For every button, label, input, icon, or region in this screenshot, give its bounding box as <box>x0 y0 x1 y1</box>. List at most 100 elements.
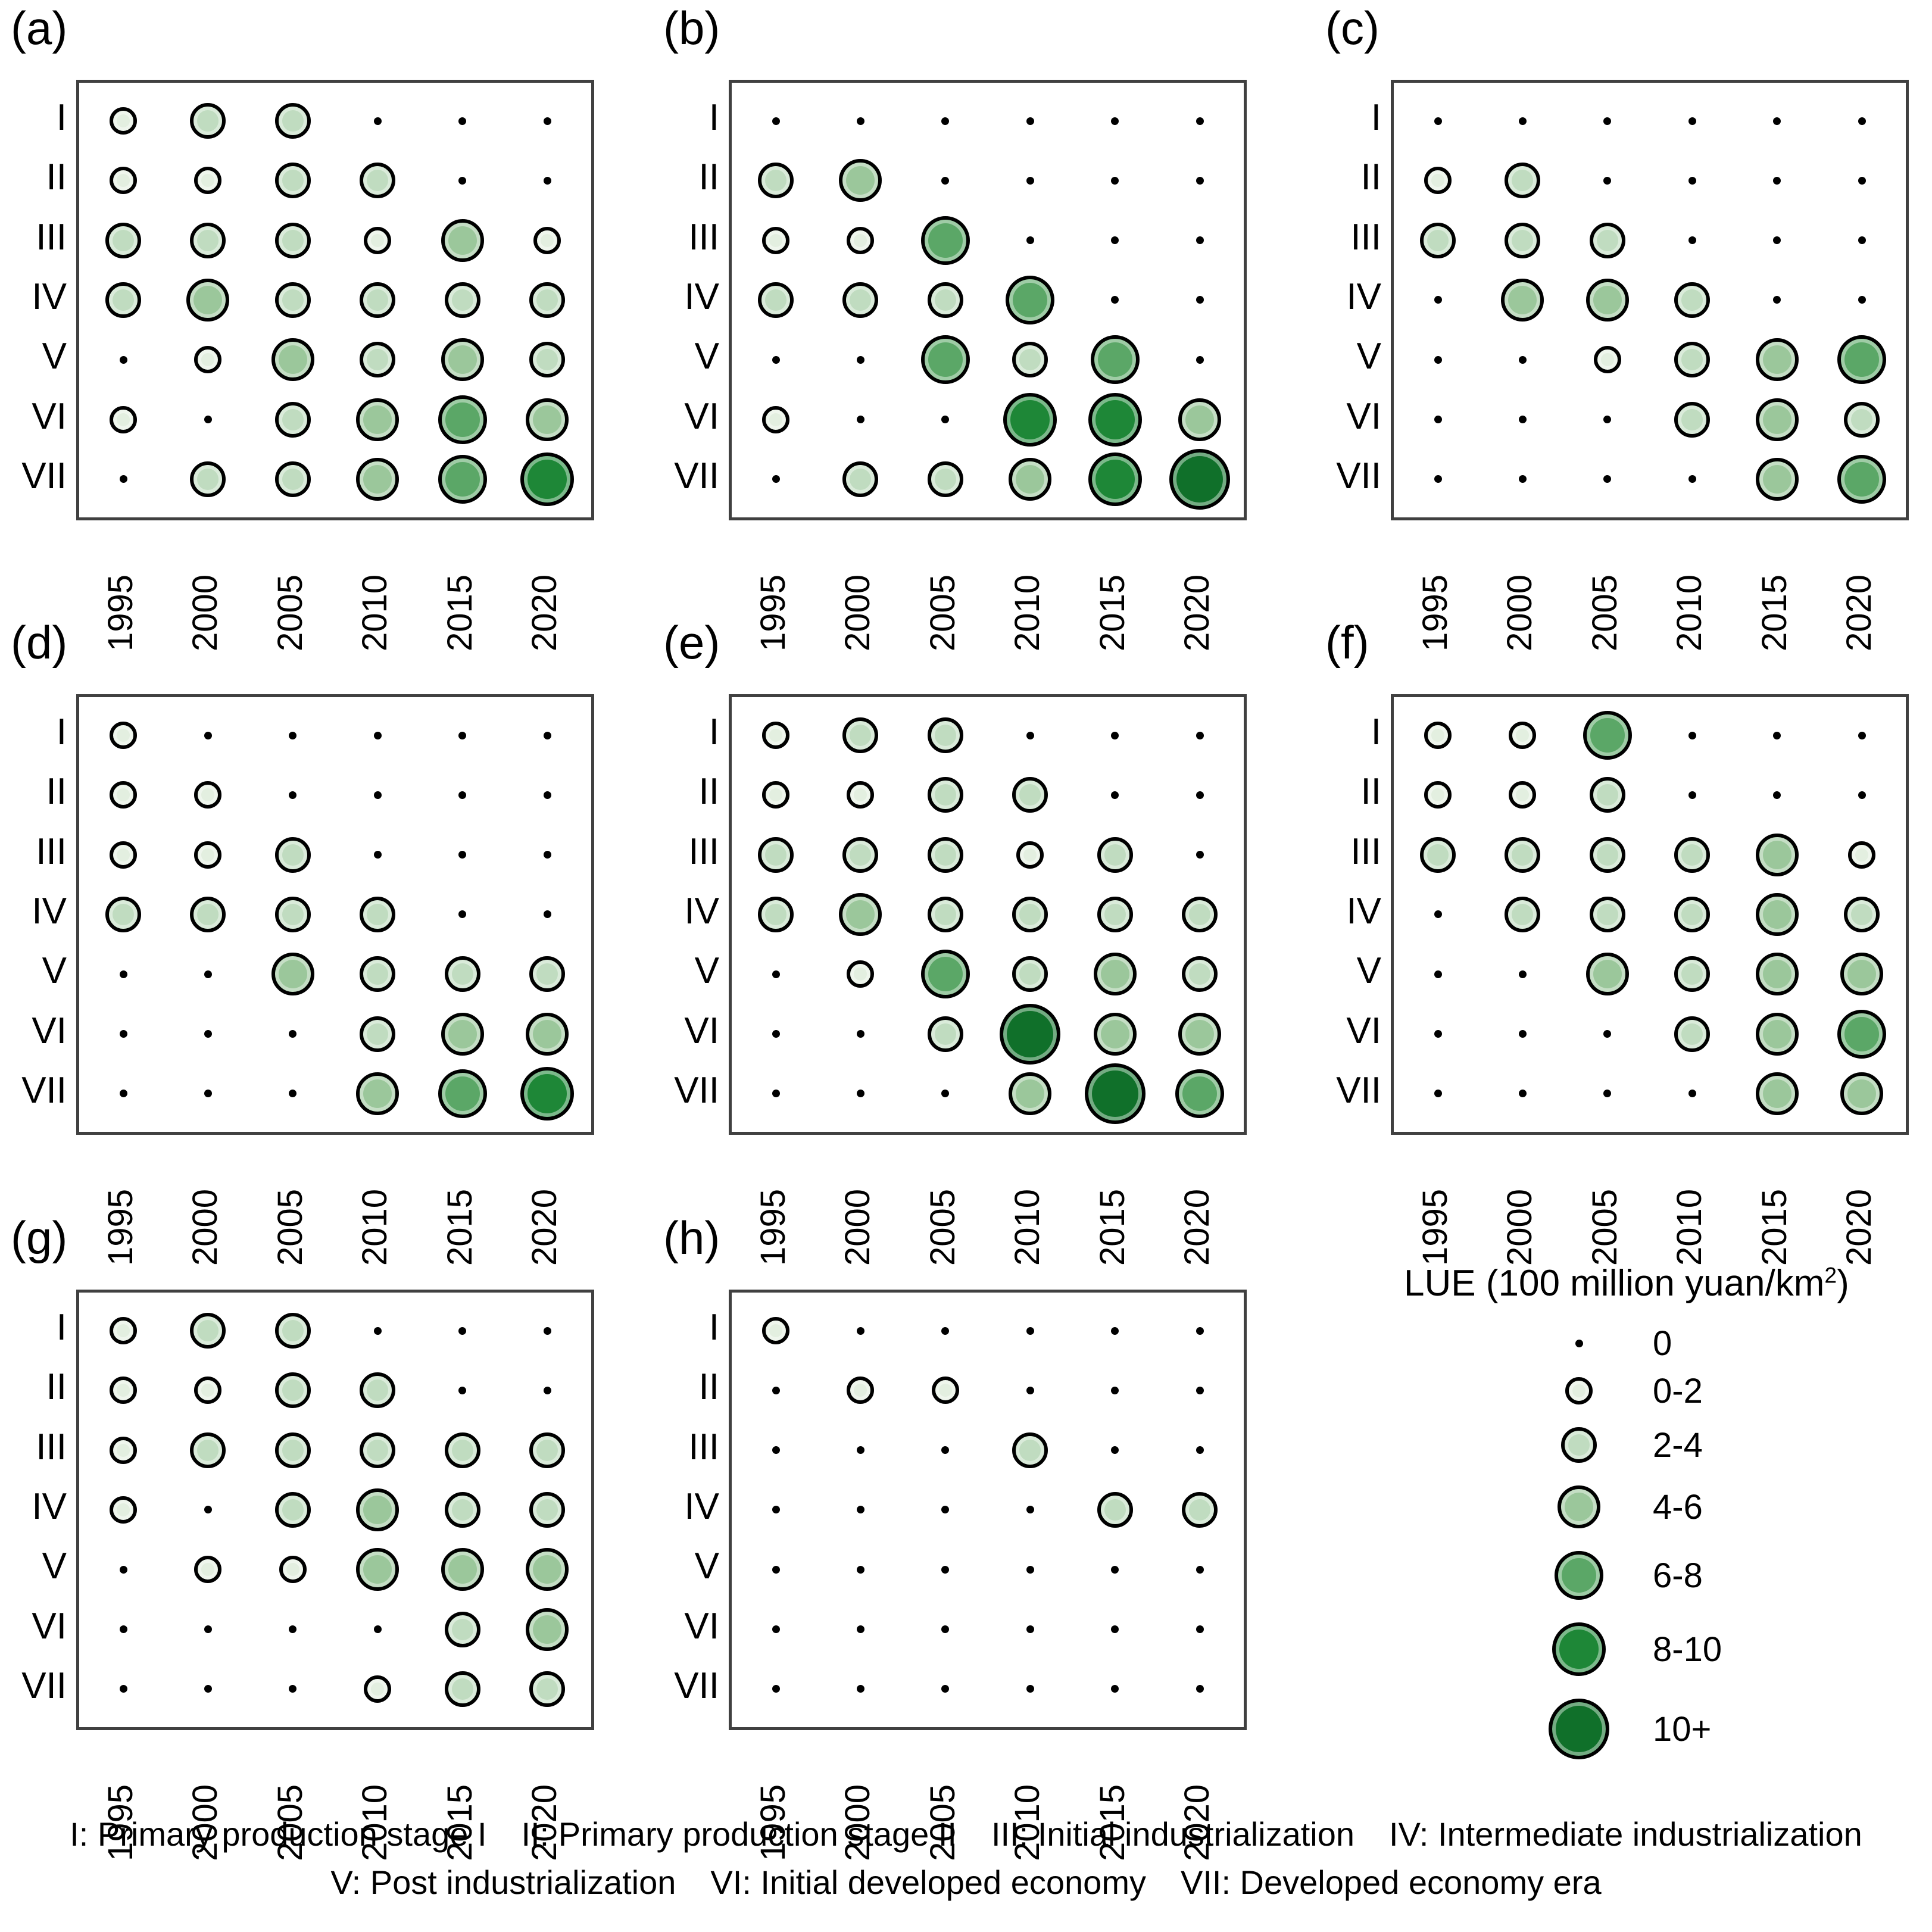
bubble-II-2000 <box>847 1377 875 1404</box>
bubble-III-2010 <box>373 851 382 859</box>
bubble-VI-2010 <box>1674 1016 1711 1052</box>
bubble-IV-2005 <box>927 896 963 932</box>
bubble-VI-2020 <box>526 1608 569 1651</box>
bubble-III-2020 <box>1858 236 1866 245</box>
bubble-III-1995 <box>762 226 789 254</box>
panel-letter-h: (h) <box>663 1212 720 1264</box>
bubble-II-2015 <box>1111 1386 1119 1394</box>
bubble-I-2020 <box>543 731 551 739</box>
bubble-I-2005 <box>274 103 311 139</box>
bubble-IV-2020 <box>529 1491 565 1528</box>
bubble-I-2015 <box>1111 731 1119 739</box>
bubble-III-2000 <box>190 1432 226 1468</box>
bubble-II-2020 <box>1196 1386 1204 1394</box>
bubble-IV-2020 <box>1858 296 1866 304</box>
bubble-III-2000 <box>842 837 879 873</box>
bubble-I-1995 <box>762 722 789 749</box>
bubble-V-2020 <box>526 1548 569 1591</box>
bubble-III-1995 <box>1420 222 1456 258</box>
legend-row: 8-10 <box>1540 1615 1722 1683</box>
bubble-VII-2020 <box>1840 1072 1883 1115</box>
panel-e: (e) I II III IV V VI VII 1995 2000 2005 2010 2015 20… <box>657 617 1300 1266</box>
bubble-II-2005 <box>931 1377 959 1404</box>
bubble-I-2015 <box>458 117 467 125</box>
bubble-V-2000 <box>194 1556 222 1584</box>
bubble-V-2005 <box>271 338 314 382</box>
legend-row: 0-2 <box>1540 1370 1703 1412</box>
bubble-V-2005 <box>271 953 314 996</box>
stage-definition: II: Primary production stage II <box>521 1815 957 1853</box>
legend-row: 10+ <box>1540 1691 1711 1766</box>
bubble-VII-2000 <box>1518 1090 1527 1098</box>
row-label: II <box>698 771 719 813</box>
legend-circle-box <box>1540 1485 1618 1528</box>
bubble-IV-2005 <box>1585 278 1629 322</box>
bubble-IV-1995 <box>758 282 794 318</box>
panel-letter-d: (d) <box>11 616 68 669</box>
year-tick-label: 1995 <box>1416 1188 1455 1266</box>
bubble-III-2005 <box>927 837 963 873</box>
bubble-V-2010 <box>1012 342 1048 378</box>
legend-circle-box <box>1540 1699 1618 1759</box>
bubble-IV-2015 <box>1755 892 1799 936</box>
bubble-II-2010 <box>1012 777 1048 813</box>
bubble-V-2015 <box>441 1548 484 1591</box>
bubble-II-2005 <box>274 1372 311 1409</box>
panel-a: (a) I II III IV V VI VII 1995 2000 2005 2010 2015 20… <box>5 2 648 651</box>
bubble-II-1995 <box>110 781 137 809</box>
row-label: III <box>688 1426 719 1468</box>
panel-b: (b) I II III IV V VI VII 1995 2000 2005 2010 2015 20… <box>657 2 1300 651</box>
bubble-V-1995 <box>119 355 127 364</box>
bubble-VI-2010 <box>1674 401 1711 438</box>
bubble-II-2020 <box>1196 176 1204 185</box>
bubble-V-1995 <box>119 970 127 978</box>
bubble-VI-2020 <box>526 1012 569 1056</box>
bubble-VII-1995 <box>772 1090 780 1098</box>
bubble-II-2020 <box>543 176 551 185</box>
bubble-VI-1995 <box>772 1030 780 1038</box>
row-label: VI <box>1346 395 1381 437</box>
legend-bubble-0 <box>1575 1339 1583 1347</box>
row-label: III <box>688 216 719 258</box>
row-label: II <box>46 157 67 198</box>
bubble-V-2015 <box>1090 335 1140 385</box>
bubble-I-2000 <box>856 1327 864 1335</box>
bubble-III-1995 <box>758 837 794 873</box>
plot-area-c <box>1391 80 1909 520</box>
row-label: III <box>36 1426 67 1468</box>
bubble-IV-2015 <box>1111 296 1119 304</box>
bubble-II-2005 <box>1603 176 1612 185</box>
panel-letter-b: (b) <box>663 2 720 54</box>
bubble-VII-1995 <box>119 475 127 483</box>
bubble-VI-1995 <box>119 1625 127 1633</box>
bubble-II-2005 <box>274 163 311 199</box>
bubble-II-2000 <box>847 781 875 809</box>
bubble-III-2010 <box>360 1432 396 1468</box>
bubble-I-2000 <box>1518 117 1527 125</box>
bubble-I-2020 <box>1858 731 1866 739</box>
row-label: IV <box>684 1485 719 1527</box>
bubble-VI-2020 <box>1837 1009 1886 1059</box>
bubble-II-1995 <box>1424 781 1452 809</box>
bubble-I-2010 <box>373 1327 382 1335</box>
row-label: VII <box>1336 1069 1381 1111</box>
bubble-IV-2005 <box>1589 896 1625 932</box>
bubble-II-2005 <box>927 777 963 813</box>
row-label: I <box>56 1307 67 1348</box>
stage-definition: I: Primary production stage I <box>70 1815 487 1853</box>
legend-label: 4-6 <box>1653 1487 1703 1527</box>
bubble-VI-2015 <box>438 395 487 444</box>
bubble-I-2020 <box>1196 1327 1204 1335</box>
bubble-VI-2000 <box>1518 1030 1527 1038</box>
bubble-II-2020 <box>543 791 551 799</box>
row-label: I <box>708 1307 719 1348</box>
bubble-IV-1995 <box>1434 296 1442 304</box>
bubble-II-1995 <box>762 781 789 809</box>
bubble-I-2015 <box>458 731 467 739</box>
panel-f: (f) I II III IV V VI VII 1995 2000 2005 2010 2015 20… <box>1319 617 1932 1266</box>
caption-line-2: V: Post industrialization VI: Initial dev… <box>330 1863 1601 1902</box>
legend-row: 6-8 <box>1540 1544 1703 1607</box>
bubble-II-1995 <box>110 1377 137 1404</box>
bubble-VI-2020 <box>1178 1012 1221 1056</box>
bubble-II-2000 <box>194 781 222 809</box>
